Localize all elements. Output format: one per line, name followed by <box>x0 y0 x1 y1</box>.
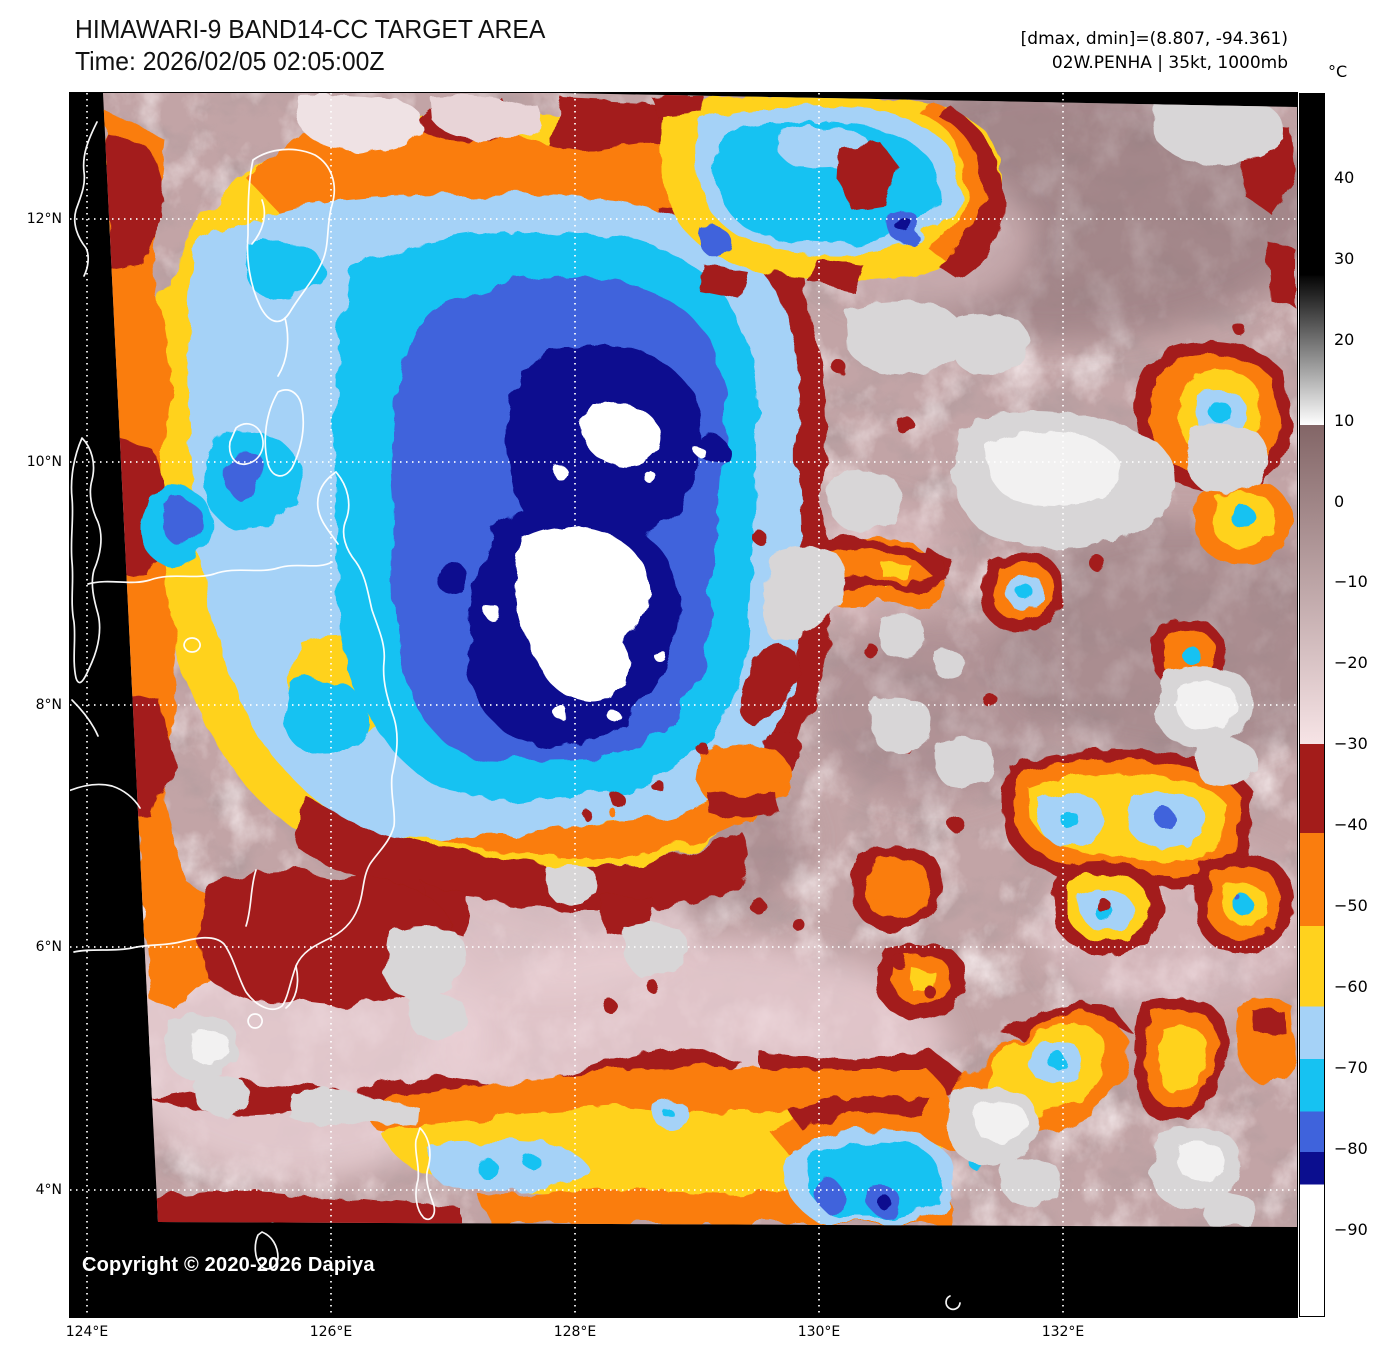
colorbar-tick-label: 40 <box>1334 168 1354 188</box>
colorbar-tick-label: −10 <box>1334 572 1368 592</box>
timestamp: Time: 2026/02/05 02:05:00Z <box>75 46 545 78</box>
x-axis-tick-label: 126°E <box>286 1322 376 1342</box>
colorbar-tick-label: 20 <box>1334 330 1354 350</box>
colorbar-tick-label: 0 <box>1334 492 1344 512</box>
range-annotation: [dmax, dmin]=(8.807, -94.361) <box>1021 27 1288 51</box>
x-axis-tick-label: 130°E <box>774 1322 864 1342</box>
annotation-block: [dmax, dmin]=(8.807, -94.361) 02W.PENHA … <box>1021 27 1288 75</box>
colorbar-tick-label: −40 <box>1334 815 1368 835</box>
colorbar-tick-label: −90 <box>1334 1220 1368 1240</box>
x-axis-tick-label: 128°E <box>530 1322 620 1342</box>
satellite-image <box>70 93 1297 1317</box>
x-axis-tick-label: 124°E <box>42 1322 132 1342</box>
copyright-label: Copyright © 2020-2026 Dapiya <box>82 1254 375 1277</box>
colorbar-tick-label: −30 <box>1334 734 1368 754</box>
colorbar-tick-label: −60 <box>1334 977 1368 997</box>
colorbar-tick-label: −50 <box>1334 896 1368 916</box>
y-axis-tick-label: 10°N <box>4 452 62 472</box>
colorbar-tick-label: 30 <box>1334 249 1354 269</box>
header-block: HIMAWARI-9 BAND14-CC TARGET AREA Time: 2… <box>75 14 545 77</box>
colorbar-tick-label: −20 <box>1334 653 1368 673</box>
y-axis-tick-label: 8°N <box>4 695 62 715</box>
map-canvas: Copyright © 2020-2026 Dapiya <box>70 93 1297 1317</box>
page-title: HIMAWARI-9 BAND14-CC TARGET AREA <box>75 14 545 46</box>
satellite-product-page: { "header": { "title": "HIMAWARI-9 BAND1… <box>0 0 1390 1359</box>
y-axis-tick-label: 12°N <box>4 209 62 229</box>
colorbar-tick-label: 10 <box>1334 411 1354 431</box>
y-axis-tick-label: 4°N <box>4 1180 62 1200</box>
colorbar-unit-label: °C <box>1328 62 1347 81</box>
colorbar-tick-label: −80 <box>1334 1139 1368 1159</box>
x-axis-tick-label: 132°E <box>1018 1322 1108 1342</box>
storm-annotation: 02W.PENHA | 35kt, 1000mb <box>1021 51 1288 75</box>
colorbar-gradient <box>1299 93 1325 1317</box>
colorbar-tick-label: −70 <box>1334 1058 1368 1078</box>
y-axis-tick-label: 6°N <box>4 937 62 957</box>
